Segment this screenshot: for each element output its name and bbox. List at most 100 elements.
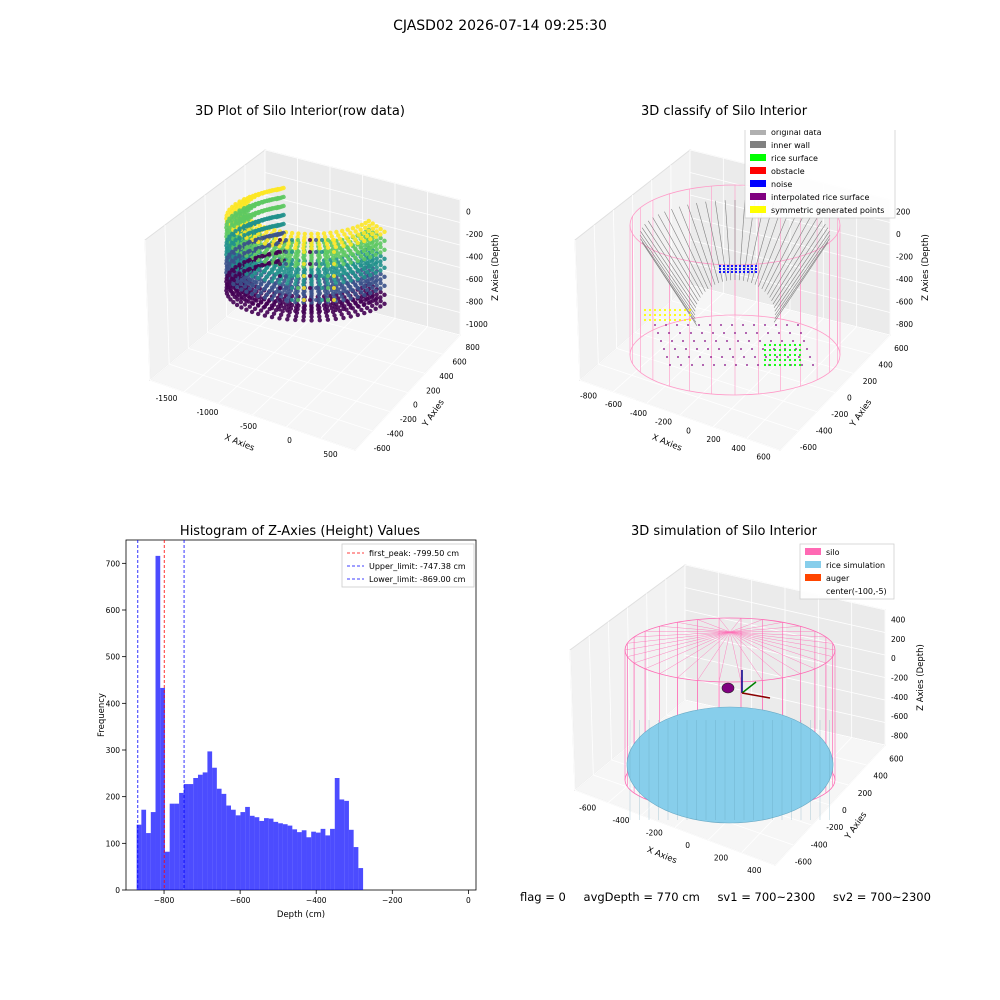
data-point — [373, 252, 378, 257]
data-point — [341, 243, 346, 249]
grid-line — [665, 579, 668, 716]
symmetric-point — [668, 308, 672, 312]
data-point — [247, 277, 252, 282]
z-tick-label: 0 — [891, 654, 896, 663]
data-point — [346, 310, 351, 316]
x-tick-label: 400 — [747, 866, 762, 875]
data-point — [296, 231, 301, 236]
data-point — [353, 273, 358, 278]
data-point — [274, 223, 279, 229]
interp-point — [735, 364, 737, 366]
data-point — [317, 282, 322, 287]
rice-point — [788, 343, 792, 347]
data-point — [374, 292, 379, 297]
z-tick-label: 0 — [896, 230, 901, 239]
data-point — [301, 269, 306, 274]
data-point — [320, 238, 324, 242]
data-point — [366, 218, 371, 224]
axis-arrow-x — [741, 692, 771, 699]
silo-roof-wire — [729, 631, 763, 681]
data-point — [260, 199, 265, 205]
inner-wall-line — [764, 211, 806, 292]
auger-marker — [721, 682, 735, 694]
grid-line — [774, 744, 886, 866]
z-tick-label: -600 — [896, 297, 913, 306]
data-point — [302, 286, 306, 290]
data-point — [253, 237, 258, 243]
data-point — [362, 256, 367, 262]
data-point — [370, 226, 376, 231]
data-point — [339, 303, 344, 308]
rice-point — [788, 353, 792, 357]
y-tick-label: 300 — [106, 746, 121, 755]
data-point — [278, 294, 284, 299]
data-point — [277, 307, 282, 312]
rice-point — [773, 353, 777, 357]
interp-point — [754, 356, 756, 358]
grid-line — [593, 224, 599, 365]
histogram-bar — [197, 774, 203, 890]
data-point — [382, 247, 387, 252]
data-point — [280, 246, 285, 251]
data-point — [378, 235, 383, 241]
data-point — [230, 213, 235, 219]
interp-point — [732, 356, 734, 358]
data-point — [273, 308, 279, 313]
data-point — [339, 276, 344, 281]
data-point — [262, 268, 268, 273]
data-point — [258, 299, 264, 304]
interp-point — [753, 324, 755, 326]
data-point — [285, 245, 290, 250]
noise-point — [746, 264, 750, 268]
data-point — [296, 238, 300, 242]
data-point — [373, 234, 378, 239]
interp-point — [679, 332, 681, 334]
data-point — [269, 305, 275, 311]
x-tick-label: -1500 — [156, 394, 178, 403]
histogram-bar — [348, 829, 354, 890]
symmetric-point — [668, 318, 672, 322]
interp-point — [737, 340, 739, 342]
histogram-bar — [136, 824, 142, 890]
legend-label: rice simulation — [826, 561, 885, 570]
data-point — [293, 308, 298, 314]
data-point — [382, 238, 387, 243]
rice-point — [793, 343, 797, 347]
data-point — [339, 258, 344, 263]
data-point — [227, 252, 232, 257]
data-point — [237, 226, 242, 231]
rice-point — [798, 343, 802, 347]
symmetric-point — [643, 318, 647, 322]
data-point — [284, 262, 288, 266]
data-point — [364, 305, 370, 311]
avg-depth-value: avgDepth = 770 cm — [583, 890, 700, 904]
y-axis-label: Y Axies — [843, 810, 870, 842]
symmetric-point — [648, 318, 652, 322]
data-point — [370, 221, 375, 226]
data-point — [278, 303, 284, 308]
data-point — [227, 207, 232, 212]
classify-legend: original data inner wall rice surface obsta… — [744, 130, 896, 219]
histogram-bar — [339, 799, 345, 890]
legend-swatch — [750, 154, 766, 161]
y-tick-label: -400 — [387, 429, 404, 438]
y-tick-label: -200 — [400, 415, 417, 424]
noise-point — [738, 270, 742, 274]
data-point — [273, 290, 279, 295]
legend-label: first_peak: -799.50 cm — [369, 549, 459, 558]
data-point — [344, 235, 349, 240]
data-point — [242, 302, 248, 307]
data-point — [227, 243, 232, 248]
data-point — [308, 274, 312, 278]
rice-point — [763, 343, 767, 347]
interp-point — [745, 332, 747, 334]
data-point — [370, 258, 375, 263]
data-point — [239, 287, 244, 292]
data-point — [274, 205, 279, 211]
data-point — [293, 281, 298, 287]
data-point — [337, 254, 343, 260]
histogram-bar — [221, 793, 227, 890]
noise-point — [750, 267, 754, 271]
data-point — [301, 246, 306, 251]
data-point — [362, 247, 367, 253]
